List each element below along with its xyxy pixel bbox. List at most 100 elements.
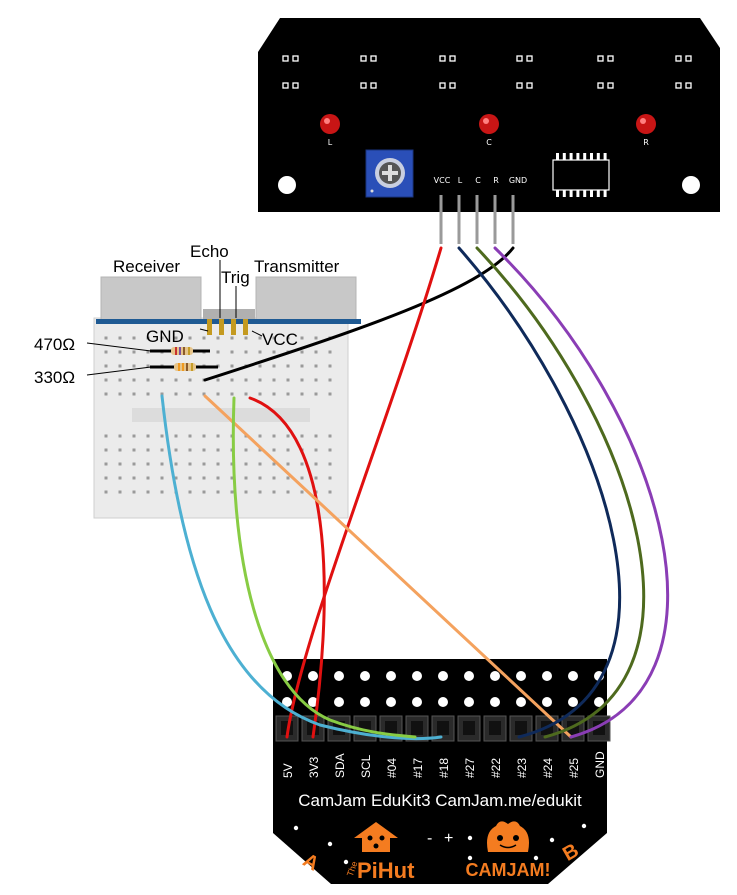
breadboard-hole xyxy=(328,476,332,480)
breadboard-hole xyxy=(104,462,108,466)
sensor-pads xyxy=(282,55,692,89)
breadboard-hole xyxy=(160,448,164,452)
wire-red-breadboard-vcc xyxy=(248,396,326,739)
wire-olive-sensor-c xyxy=(475,246,646,739)
breadboard-hole xyxy=(244,392,248,396)
header-hole xyxy=(464,671,474,681)
camjam-board: 5V 3V3 SDA SCL #04 #17 #18 #27 #22 #23 #24 #25 GND C… xyxy=(273,659,611,884)
camjam-logo: CAMJAM! xyxy=(466,821,551,880)
breadboard-hole xyxy=(286,434,290,438)
header-hole xyxy=(516,697,526,707)
header-hole xyxy=(308,671,318,681)
breadboard-hole xyxy=(104,392,108,396)
breadboard-hole xyxy=(132,462,136,466)
breadboard-hole xyxy=(146,462,150,466)
header-hole xyxy=(412,697,422,707)
chip-leg xyxy=(583,190,587,197)
breadboard-hole xyxy=(104,490,108,494)
camjam-pin-label: 5V xyxy=(281,763,295,778)
breadboard-hole xyxy=(216,462,220,466)
resistor-470: 470Ω xyxy=(34,335,210,355)
breadboard-hole xyxy=(272,378,276,382)
resistor-470-label: 470Ω xyxy=(34,335,75,354)
breadboard-hole xyxy=(258,350,262,354)
camjam-pin-label: #22 xyxy=(489,758,503,778)
breadboard-hole xyxy=(244,350,248,354)
chip-leg xyxy=(576,190,580,197)
terminal-slot xyxy=(463,721,475,735)
breadboard-hole xyxy=(202,476,206,480)
breadboard-hole xyxy=(216,476,220,480)
camjam-logo-text: CAMJAM! xyxy=(466,860,551,880)
pihut-house-icon xyxy=(354,822,398,852)
decorative-dot xyxy=(533,855,539,861)
sensor-pad xyxy=(282,82,299,89)
breadboard-hole xyxy=(328,462,332,466)
breadboard-hole xyxy=(300,336,304,340)
sensor-pad xyxy=(516,82,533,89)
wire-orange-echo xyxy=(203,394,573,739)
breadboard-hole xyxy=(104,350,108,354)
camjam-pin-label: #24 xyxy=(541,758,555,778)
resistor-470-leader xyxy=(86,342,152,352)
breadboard-hole xyxy=(188,434,192,438)
camjam-pin-label: #27 xyxy=(463,758,477,778)
breadboard-hole xyxy=(160,336,164,340)
breadboard-hole xyxy=(118,364,122,368)
breadboard-hole xyxy=(286,364,290,368)
breadboard-hole xyxy=(286,336,290,340)
breadboard-hole xyxy=(188,392,192,396)
breadboard-hole xyxy=(146,336,150,340)
terminal-slot xyxy=(385,721,397,735)
chip-leg xyxy=(562,153,566,160)
led-label-c: C xyxy=(486,138,492,147)
breadboard-hole xyxy=(188,490,192,494)
breadboard-hole xyxy=(286,378,290,382)
sensor-pad xyxy=(516,55,533,62)
camjam-header-holes xyxy=(282,671,604,707)
breadboard-hole xyxy=(230,378,234,382)
terminal-slot xyxy=(437,721,449,735)
breadboard-hole xyxy=(230,392,234,396)
header-hole xyxy=(282,697,292,707)
led-left: L xyxy=(320,114,340,147)
breadboard-hole xyxy=(216,336,220,340)
pihut-logo: The PiHut xyxy=(345,822,415,883)
transmitter-cylinder xyxy=(255,276,357,321)
wires xyxy=(160,246,670,741)
breadboard-hole xyxy=(244,462,248,466)
receiver-label: Receiver xyxy=(113,257,180,276)
breadboard-hole xyxy=(244,336,248,340)
breadboard-hole xyxy=(188,336,192,340)
camjam-pin-label: #23 xyxy=(515,758,529,778)
breadboard-hole xyxy=(272,462,276,466)
sensor-pad xyxy=(597,55,614,62)
breadboard-hole xyxy=(328,434,332,438)
breadboard-hole xyxy=(244,476,248,480)
breadboard-hole xyxy=(174,448,178,452)
camjam-pin-label: #04 xyxy=(385,758,399,778)
breadboard-hole xyxy=(300,490,304,494)
breadboard-hole xyxy=(258,448,262,452)
breadboard-hole xyxy=(244,378,248,382)
breadboard-hole xyxy=(104,476,108,480)
comparator-chip xyxy=(552,153,610,197)
sensor-pad xyxy=(675,55,692,62)
camjam-pin-label: SDA xyxy=(333,753,347,778)
resistor-330-leader xyxy=(86,366,152,376)
breadboard-hole xyxy=(104,434,108,438)
breadboard-hole xyxy=(132,476,136,480)
decorative-dot xyxy=(467,835,473,841)
breadboard-hole xyxy=(188,476,192,480)
breadboard-hole xyxy=(174,392,178,396)
breadboard-hole xyxy=(328,364,332,368)
breadboard-hole xyxy=(300,364,304,368)
resistor-330: 330Ω xyxy=(34,363,218,387)
breadboard-hole xyxy=(174,476,178,480)
breadboard-hole xyxy=(118,350,122,354)
breadboard-hole xyxy=(272,350,276,354)
sensor-pad xyxy=(282,55,299,62)
breadboard-hole xyxy=(202,434,206,438)
breadboard-hole xyxy=(258,336,262,340)
breadboard-hole xyxy=(286,448,290,452)
